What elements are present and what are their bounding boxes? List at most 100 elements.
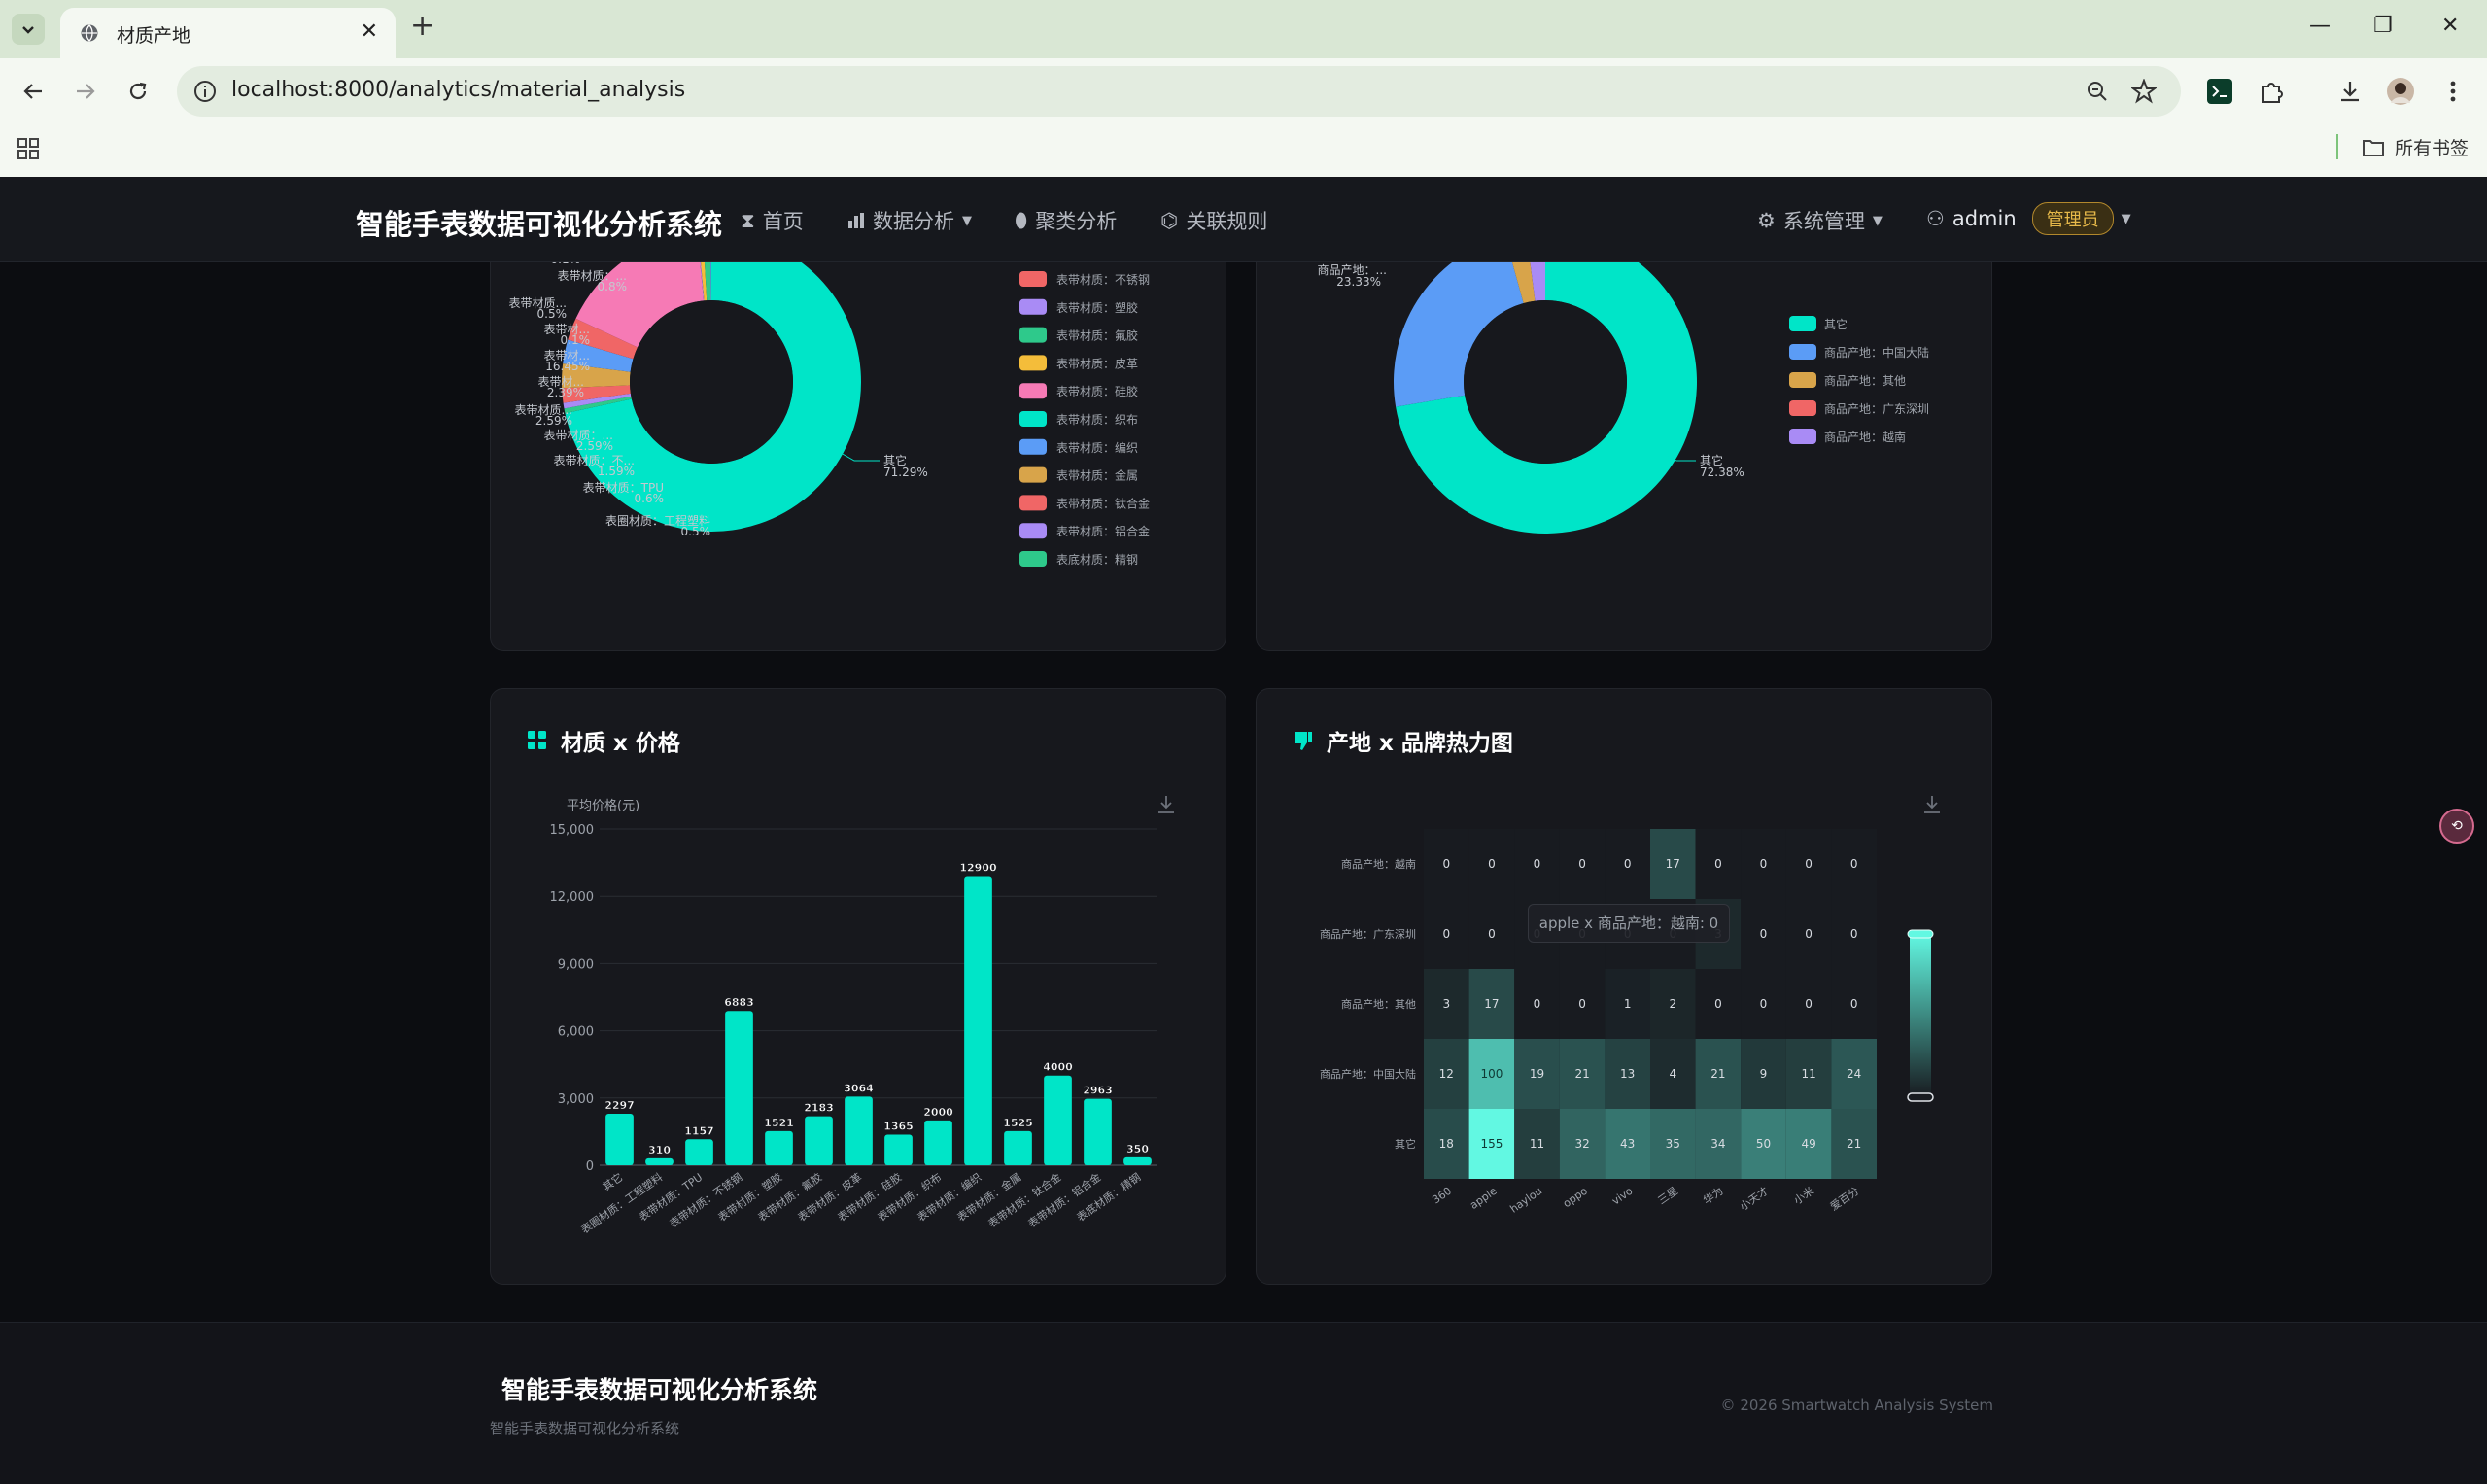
legend-swatch: [1019, 327, 1047, 343]
site-info-icon[interactable]: [192, 79, 218, 104]
all-bookmarks-button[interactable]: 所有书签: [2362, 134, 2469, 160]
heatmap-cell-value: 34: [1710, 1137, 1725, 1151]
download-chart-icon[interactable]: [1156, 794, 1177, 815]
heatmap-cell: [1650, 1039, 1696, 1109]
y-tick-label: 0: [586, 1159, 594, 1174]
grid-icon: [528, 731, 546, 749]
bar-value-label: 310: [648, 1144, 671, 1156]
visual-map-handle-bottom: [1907, 1092, 1934, 1102]
pie-label-name: 表带材质...: [515, 403, 572, 417]
legend-label: 表带材质：铝合金: [1056, 524, 1150, 538]
extensions-puzzle-icon[interactable]: [2257, 76, 2288, 107]
bar-value-label: 3064: [844, 1082, 874, 1094]
minimize-icon[interactable]: —: [2309, 14, 2331, 38]
profile-avatar[interactable]: [2385, 76, 2416, 107]
heatmap-cell-value: 13: [1620, 1067, 1635, 1081]
pie-slice: [562, 385, 631, 403]
heatmap-cell: [1424, 1039, 1469, 1109]
legend-label: 表底材质：精钢: [1056, 552, 1138, 567]
y-tick-label: 3,000: [558, 1092, 594, 1107]
heatmap-cell: [1695, 1109, 1742, 1179]
heatmap-col-label: 小天才: [1737, 1184, 1771, 1213]
nav-rules-overlay[interactable]: ⌬ 关联规则: [1160, 206, 1267, 235]
heatmap-cell: [1559, 1039, 1606, 1109]
legend-swatch: [1019, 523, 1047, 539]
nav-data-analysis-overlay[interactable]: 数据分析 ▼: [847, 206, 972, 235]
heatmap-cell-value: 0: [1714, 997, 1722, 1011]
nav-data-analysis-label: 数据分析: [873, 210, 954, 233]
footer-copyright: © 2026 Smartwatch Analysis System: [1720, 1397, 1993, 1414]
zoom-icon[interactable]: [2084, 78, 2111, 105]
apps-grid-icon[interactable]: [16, 136, 41, 161]
reload-button[interactable]: [122, 76, 154, 107]
bar-value-label: 6883: [724, 996, 754, 1009]
bar: [685, 1139, 713, 1165]
heatmap-cell-value: 0: [1714, 857, 1722, 871]
heatmap-cell: [1559, 969, 1606, 1039]
heatmap-row-label: 商品产地：广东深圳: [1320, 927, 1416, 941]
download-chart-icon[interactable]: [1921, 794, 1943, 815]
heatmap-col-label: apple: [1468, 1185, 1500, 1212]
footer-brand: 智能手表数据可视化分析系统: [501, 1376, 818, 1404]
bar-value-label: 350: [1126, 1143, 1149, 1156]
heatmap-cell-value: 0: [1805, 997, 1813, 1011]
close-icon[interactable]: ✕: [360, 19, 378, 44]
nav-cluster-overlay[interactable]: ⬮ 聚类分析: [1015, 206, 1117, 235]
address-bar[interactable]: localhost:8000/analytics/material_analys…: [177, 66, 2181, 117]
x-tick-label: 表带材质：不锈钢: [667, 1170, 744, 1230]
pie-label-name: 表带材质：...: [544, 429, 613, 442]
restore-icon[interactable]: ❐: [2373, 14, 2393, 38]
legend-swatch: [1019, 355, 1047, 371]
heatmap-cell: [1785, 969, 1832, 1039]
heatmap-cell: [1605, 969, 1650, 1039]
window-close-icon[interactable]: ✕: [2441, 14, 2460, 38]
brand-title-overlay[interactable]: 智能手表数据可视化分析系统: [356, 208, 723, 241]
heatmap-cell: [1741, 899, 1786, 969]
gear-icon: ⚙: [1757, 209, 1776, 232]
legend-swatch: [1019, 271, 1047, 287]
arrow-left-icon: [23, 84, 42, 99]
legend-swatch: [1019, 466, 1047, 483]
nav-home-overlay[interactable]: ⧗ 首页: [741, 206, 804, 235]
bar: [725, 1011, 753, 1165]
legend-label: 表带材质：不锈钢: [1056, 273, 1150, 287]
legend-label: 表带材质：钛合金: [1056, 496, 1150, 510]
download-icon[interactable]: [2334, 76, 2366, 107]
origin-pie-card: 商品产地：...23.33%商品产地：其他2.29%其它72.38%其它商品产地…: [1256, 224, 1992, 651]
bookmark-star-icon[interactable]: [2130, 78, 2158, 105]
browser-tab-strip: 材质产地 ✕ + — ❐ ✕: [0, 0, 2487, 58]
heatmap-col-label: 华为: [1701, 1184, 1726, 1207]
forward-button[interactable]: [70, 76, 101, 107]
heatmap-cell: [1785, 899, 1832, 969]
heatmap-cell-value: 18: [1439, 1137, 1454, 1151]
heatmap-cell: [1468, 899, 1515, 969]
bar-value-label: 1365: [883, 1121, 914, 1133]
price-bar-card: 材质 x 价格 平均价格(元) 0 3,000 6,000 9,000 12,000 15,…: [490, 688, 1226, 1285]
new-tab-button[interactable]: +: [410, 9, 435, 43]
heatmap-cell-value: 17: [1484, 997, 1499, 1011]
heatmap-cell-value: 0: [1805, 857, 1813, 871]
browser-toolbar: localhost:8000/analytics/material_analys…: [0, 58, 2487, 124]
nav-user-overlay[interactable]: ⚇ admin 管理员 ▼: [1926, 202, 2131, 235]
translate-float-button[interactable]: ⟲: [2439, 809, 2474, 844]
bar-value-label: 2000: [923, 1106, 953, 1119]
all-bookmarks-label: 所有书签: [2395, 138, 2470, 159]
heatmap-cell-value: 0: [1850, 997, 1858, 1011]
tab-search-button[interactable]: [12, 14, 45, 45]
browser-tab[interactable]: 材质产地 ✕: [60, 8, 396, 58]
nav-system-overlay[interactable]: ⚙ 系统管理 ▼: [1757, 206, 1883, 235]
back-button[interactable]: [17, 76, 49, 107]
heatmap-cell: [1741, 1109, 1786, 1179]
pie-label-value: 0.1%: [561, 333, 591, 347]
heatmap-cell-value: 0: [1534, 857, 1541, 871]
price-bar-chart: 平均价格(元) 0 3,000 6,000 9,000 12,000 15,000 2297 其…: [550, 798, 1157, 1236]
heatmap-cell-value: 35: [1666, 1137, 1680, 1151]
more-menu-icon[interactable]: [2437, 76, 2469, 107]
heatmap-cell: [1514, 829, 1560, 899]
heatmap-tooltip: apple x 商品产地：越南: 0: [1528, 904, 1730, 943]
terminal-extension-icon[interactable]: [2204, 76, 2235, 107]
bar-value-label: 1525: [1003, 1117, 1033, 1129]
legend-swatch: [1019, 551, 1047, 567]
pie-label-value: 2.59%: [576, 439, 613, 453]
bar: [1044, 1075, 1072, 1165]
